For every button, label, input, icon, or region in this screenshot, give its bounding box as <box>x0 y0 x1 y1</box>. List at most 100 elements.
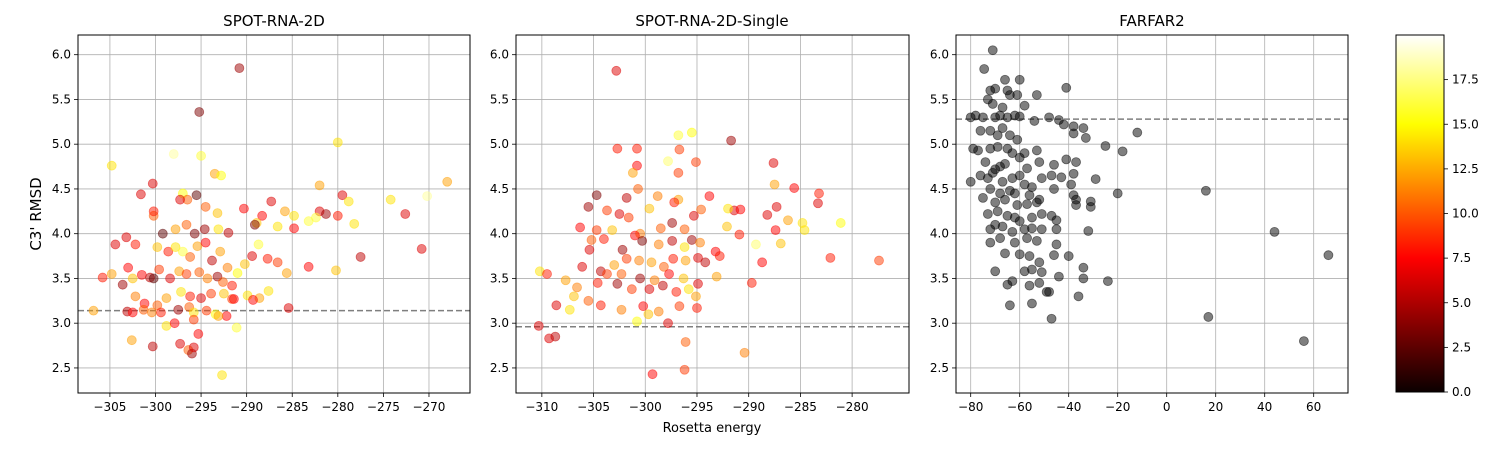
data-point <box>975 125 986 136</box>
data-point <box>281 268 292 278</box>
data-point <box>106 160 117 171</box>
data-point <box>635 273 646 284</box>
data-point <box>147 178 158 189</box>
data-point <box>533 320 544 331</box>
data-point <box>1024 280 1035 291</box>
data-point <box>762 209 773 220</box>
data-point <box>1058 119 1069 130</box>
data-point <box>679 224 690 235</box>
data-point <box>106 269 117 279</box>
data-point <box>199 224 210 235</box>
data-point <box>314 180 325 191</box>
data-point <box>234 63 245 74</box>
x-tick-label: −280 <box>321 400 354 414</box>
data-point <box>683 284 694 295</box>
data-point <box>542 269 552 279</box>
data-point <box>987 167 998 178</box>
data-point <box>655 223 666 234</box>
data-point <box>634 255 644 266</box>
data-point <box>632 316 642 327</box>
data-point <box>1027 298 1037 309</box>
y-tick-label: 3.0 <box>490 316 509 330</box>
data-point <box>1036 267 1047 278</box>
data-point <box>1078 123 1089 133</box>
data-point <box>621 192 632 203</box>
data-point <box>136 269 147 280</box>
data-point <box>201 305 212 316</box>
data-point <box>257 210 268 221</box>
x-tick-label: −305 <box>577 400 610 414</box>
x-tick-label: −290 <box>732 400 765 414</box>
data-point <box>711 271 722 282</box>
data-point <box>551 300 562 311</box>
data-point <box>997 102 1008 113</box>
data-point <box>1054 271 1064 282</box>
data-point <box>232 268 243 278</box>
data-point <box>165 273 175 284</box>
data-point <box>1014 74 1025 85</box>
data-point <box>679 242 690 253</box>
x-axis-label: Rosetta energy <box>663 421 762 436</box>
data-point <box>799 225 810 236</box>
data-point <box>175 194 186 205</box>
data-point <box>678 273 689 284</box>
grid <box>956 35 1348 393</box>
data-point <box>228 294 239 304</box>
data-point <box>148 273 159 284</box>
data-point <box>633 184 643 194</box>
data-point <box>602 205 612 216</box>
data-point <box>674 144 685 155</box>
data-point <box>771 201 782 212</box>
data-point <box>992 141 1003 152</box>
data-point <box>560 275 571 286</box>
data-point <box>1036 173 1047 184</box>
data-point <box>280 206 290 217</box>
data-point <box>1007 173 1018 184</box>
data-point <box>1071 157 1081 167</box>
x-tick-label: −20 <box>1105 400 1130 414</box>
data-point <box>355 252 366 262</box>
data-point <box>584 244 595 255</box>
grid <box>516 35 909 393</box>
data-point <box>1034 278 1045 288</box>
data-point <box>673 167 684 178</box>
data-point <box>176 286 186 297</box>
data-point <box>644 284 655 295</box>
data-point <box>181 219 192 230</box>
data-point <box>583 201 594 212</box>
data-point <box>569 291 579 302</box>
data-point <box>266 196 277 207</box>
x-tick-label: −280 <box>836 400 869 414</box>
data-point <box>789 183 800 193</box>
data-point <box>1061 82 1072 93</box>
data-point <box>688 210 699 221</box>
data-point <box>1051 224 1062 235</box>
data-point <box>196 150 206 161</box>
panel-title: SPOT-RNA-2D <box>223 12 325 30</box>
colorbar: 0.0 2.5 5.0 7.5 10.0 12.5 15.0 17.5 <box>1395 34 1479 399</box>
panel-farfar2: FARFAR2 −80 −60 −40 −20 0 20 40 60 2.5 3.0 3.5 4.0… <box>930 12 1349 414</box>
x-axis: −305 −300 −295 −290 −285 −280 −275 −270 <box>93 393 445 414</box>
data-point <box>1014 111 1025 122</box>
data-point <box>1323 250 1334 261</box>
data-point <box>1029 116 1040 126</box>
data-point <box>1031 235 1042 246</box>
data-point <box>303 261 314 272</box>
plot-frame <box>77 34 471 394</box>
data-point <box>130 239 141 250</box>
data-point <box>194 267 205 278</box>
data-point <box>704 191 715 202</box>
data-point <box>1201 185 1211 196</box>
y-axis: 2.5 3.0 3.5 4.0 4.5 5.0 5.5 6.0 <box>52 48 78 375</box>
x-axis: −310 −305 −300 −295 −290 −285 −280 <box>525 393 869 414</box>
x-tick-label: −295 <box>681 400 714 414</box>
data-point <box>623 212 634 223</box>
data-point <box>978 112 988 123</box>
data-point <box>602 269 612 279</box>
grid <box>78 35 470 393</box>
panel-title: FARFAR2 <box>1119 12 1184 30</box>
x-tick-label: 40 <box>1257 400 1272 414</box>
data-point <box>607 225 618 236</box>
data-point <box>1000 158 1010 169</box>
data-point <box>207 255 217 266</box>
